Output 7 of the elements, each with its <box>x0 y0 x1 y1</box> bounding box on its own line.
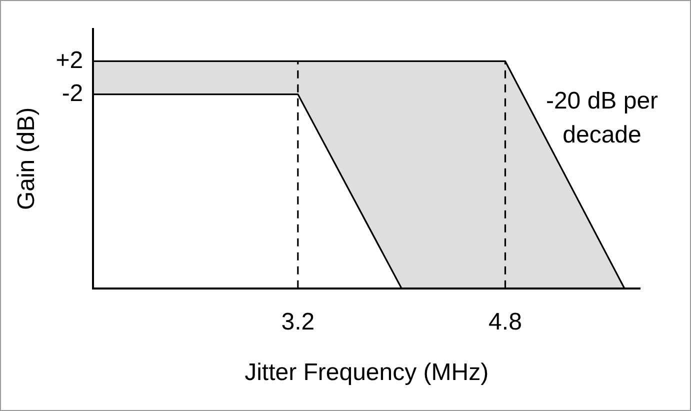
x-axis-title: Jitter Frequency (MHz) <box>244 359 489 386</box>
y-axis-title: Gain (dB) <box>13 107 40 210</box>
y-tick-label: +2 <box>56 46 84 74</box>
x-tick-label: 4.8 <box>488 308 522 336</box>
y-tick-label: -2 <box>62 80 84 107</box>
x-tick-label: 3.2 <box>281 308 315 336</box>
annotation: -20 dB per decade <box>546 88 658 149</box>
